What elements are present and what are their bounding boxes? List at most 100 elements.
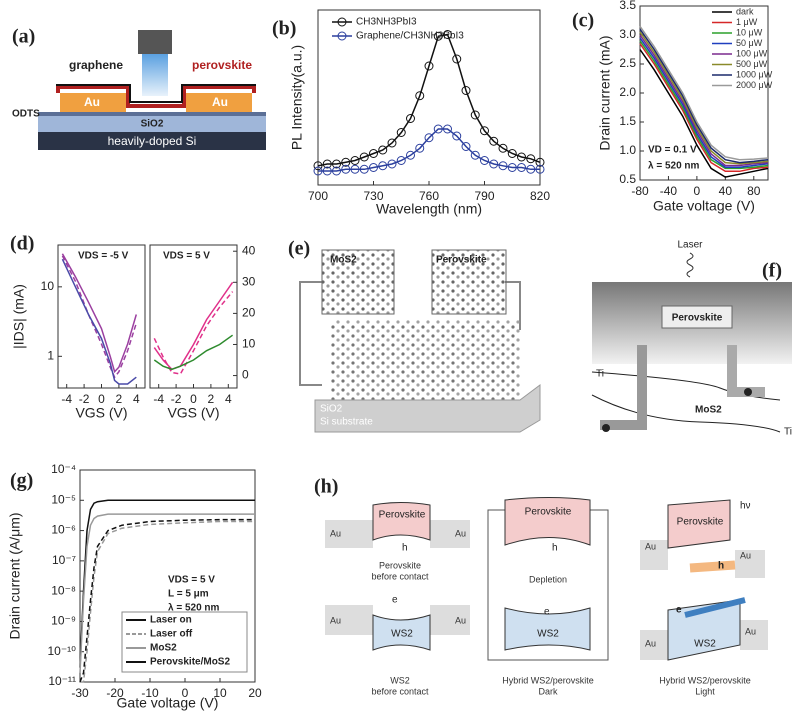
label: Au xyxy=(645,541,656,551)
series-line xyxy=(61,258,137,385)
au-contact xyxy=(325,605,373,635)
chart: 700 730 760 790 820 (b) Wavelength (nm) PL Inte… xyxy=(272,9,550,217)
plot-frame xyxy=(79,469,256,683)
series-line xyxy=(61,255,138,379)
label: Perovskite xyxy=(436,255,487,266)
point xyxy=(359,152,369,162)
series-line xyxy=(79,518,255,683)
ws2-band xyxy=(372,614,431,651)
caption: Hybrid WS2/perovskite xyxy=(502,675,594,685)
y-tick-label: 30 xyxy=(242,274,256,288)
label: Si substrate xyxy=(320,417,373,428)
label: perovskite xyxy=(192,58,252,72)
caption: WS2 xyxy=(390,675,410,685)
series-line xyxy=(317,33,541,167)
panel-label: (b) xyxy=(272,18,296,40)
annotation: VDS = 5 V xyxy=(168,575,215,586)
label: Au xyxy=(330,528,341,538)
point xyxy=(433,31,443,41)
plot-frame xyxy=(57,244,146,389)
ws2-band xyxy=(504,607,591,651)
point xyxy=(322,166,332,176)
x-tick-label: -4 xyxy=(61,392,72,406)
y-tick-label: 20 xyxy=(242,306,256,320)
label: heavily-doped Si xyxy=(108,134,197,148)
label: e xyxy=(392,595,398,606)
y-tick-label: 3.5 xyxy=(619,0,636,12)
point xyxy=(359,164,369,174)
au-contact xyxy=(640,630,668,660)
point xyxy=(443,30,452,39)
point xyxy=(396,128,406,137)
label: h xyxy=(402,543,408,554)
legend-label: CH3NH3PbI3 xyxy=(356,17,417,28)
x-axis-label: VGS (V) xyxy=(167,405,219,421)
y-axis-label: Drain current (mA) xyxy=(597,35,613,150)
point xyxy=(369,163,378,172)
y-tick-label: 2.0 xyxy=(619,85,636,99)
label: Au xyxy=(455,528,466,538)
panel-label: (g) xyxy=(10,470,33,492)
perovskite-layer xyxy=(56,85,256,108)
carrier xyxy=(602,424,610,432)
panel-e: (e) MoS2 Perovskite SiO2 Si substrate xyxy=(288,238,541,433)
point xyxy=(424,133,434,143)
x-tick-label: 790 xyxy=(474,189,494,203)
annotation: VDS = -5 V xyxy=(78,251,129,262)
series-line xyxy=(639,28,769,164)
x-tick-label: -2 xyxy=(171,392,182,406)
legend-label: 2000 μW xyxy=(736,80,773,90)
point xyxy=(470,110,480,120)
panel-label: (e) xyxy=(288,238,310,260)
y-tick-label: 10⁻⁵ xyxy=(51,492,76,506)
hole-arrow xyxy=(689,560,736,573)
label: hν xyxy=(740,501,751,512)
y-tick-label: 1.0 xyxy=(619,143,636,157)
substrate xyxy=(314,384,541,433)
label: Depletion xyxy=(529,574,567,584)
x-tick-label: 760 xyxy=(419,189,439,203)
label: WS2 xyxy=(694,639,716,650)
caption: Dark xyxy=(538,686,558,696)
x-tick-label: 20 xyxy=(248,686,262,700)
label: Au xyxy=(330,615,341,625)
point xyxy=(443,124,452,134)
panel-label: (h) xyxy=(314,476,338,498)
series-line xyxy=(639,31,769,165)
x-tick-label: 40 xyxy=(719,184,733,198)
point xyxy=(322,159,332,169)
annotation: VDS = 5 V xyxy=(163,251,210,262)
caption: Hybrid WS2/perovskite xyxy=(659,675,751,685)
light-beam xyxy=(142,54,168,96)
series-line xyxy=(318,128,540,172)
y-tick-label: 10⁻⁷ xyxy=(52,553,76,567)
y-tick-label: 40 xyxy=(242,243,256,257)
label: Perovskite xyxy=(525,507,572,518)
y-tick-label: 2.5 xyxy=(619,56,636,70)
x-axis-label: Wavelength (nm) xyxy=(376,201,482,217)
point xyxy=(341,164,351,174)
point xyxy=(369,149,378,158)
annotation: VD = 0.1 V xyxy=(648,145,697,156)
panel-label: (f) xyxy=(762,260,782,282)
label: Au xyxy=(740,550,751,560)
label: WS2 xyxy=(537,629,559,640)
y-tick-label: 10⁻¹⁰ xyxy=(48,644,77,658)
point xyxy=(396,156,406,165)
x-tick-label: 2 xyxy=(208,392,215,406)
point xyxy=(313,166,323,176)
x-tick-label: -30 xyxy=(71,686,89,700)
legend-label: Perovskite/MoS2 xyxy=(150,657,230,668)
annotation: λ = 520 nm xyxy=(168,603,220,614)
perovskite-band xyxy=(372,502,431,541)
y-axis-label: |IDS| (mA) xyxy=(11,284,27,349)
label: e xyxy=(676,605,682,616)
y-tick-label: 10 xyxy=(242,337,256,351)
au-contact xyxy=(640,540,668,570)
y-tick-label: 10⁻⁹ xyxy=(51,614,76,628)
legend-label: dark xyxy=(736,6,754,16)
x-tick-label: -80 xyxy=(631,184,649,198)
point xyxy=(489,159,499,169)
label: e xyxy=(544,607,550,618)
chart: -4 -2 0 2 4 1 10 (d) VGS (V) |IDS| (mA) VDS = -5 V xyxy=(10,233,146,421)
